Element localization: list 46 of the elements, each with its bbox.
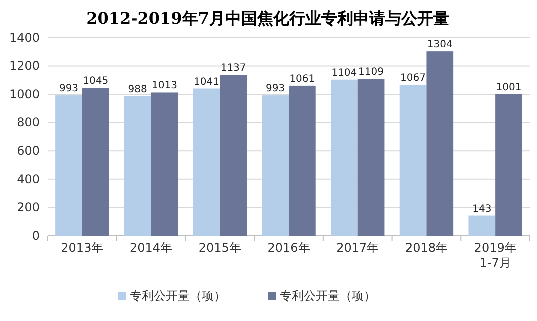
- data-label: 1041: [194, 76, 220, 88]
- x-tick-label: 2019年 1-7月: [474, 241, 517, 270]
- y-tick-label: 1400: [9, 30, 40, 45]
- bar: [193, 88, 220, 236]
- bar: [468, 216, 496, 236]
- chart-title: 2012-2019年7月中国焦化行业专利申请与公开量: [86, 9, 450, 28]
- bar: [331, 80, 358, 236]
- bar: [82, 88, 110, 236]
- bar: [56, 96, 82, 236]
- x-tick-label: 2016年: [268, 241, 310, 255]
- data-label: 143: [472, 204, 492, 215]
- data-label: 1137: [220, 63, 246, 74]
- x-tick-label: 2013年: [61, 241, 104, 255]
- y-tick-label: 600: [17, 144, 40, 158]
- x-tick-label: 2014年: [130, 241, 173, 255]
- x-tick-label: 2017年: [336, 241, 380, 255]
- x-tick-label: 2018年: [405, 241, 448, 255]
- data-label: 1109: [358, 67, 384, 78]
- bar: [496, 94, 522, 236]
- data-label: 1304: [427, 40, 453, 51]
- x-tick-label: 2015年: [198, 241, 242, 255]
- data-label: 1061: [290, 74, 316, 85]
- data-label: 1104: [332, 68, 358, 79]
- data-label: 993: [266, 84, 286, 95]
- legend-label: 专利公开量（项）: [130, 289, 226, 303]
- bar: [124, 96, 152, 236]
- bar: [289, 86, 316, 236]
- bar: [400, 85, 427, 236]
- y-tick-label: 200: [17, 200, 40, 215]
- data-label: 988: [128, 84, 148, 96]
- data-label: 1067: [400, 73, 426, 84]
- legend-label: 专利公开量（项）: [280, 289, 376, 303]
- bar: [358, 79, 385, 236]
- y-tick-label: 1000: [9, 87, 40, 102]
- bar: [220, 75, 247, 236]
- y-tick-label: 0: [32, 228, 40, 243]
- bar: [151, 92, 178, 236]
- bar: [262, 96, 289, 236]
- y-tick-label: 800: [17, 116, 40, 130]
- data-label: 1013: [152, 80, 178, 92]
- data-label: 1045: [83, 76, 109, 88]
- y-tick-label: 400: [17, 172, 40, 186]
- data-label: 993: [59, 84, 79, 95]
- bar: [426, 52, 454, 236]
- y-tick-label: 1200: [9, 59, 40, 74]
- data-label: 1001: [496, 82, 522, 94]
